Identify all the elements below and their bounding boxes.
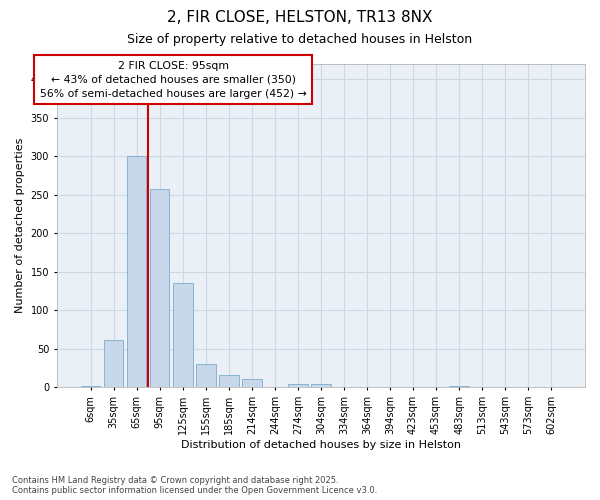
Bar xyxy=(242,379,262,388)
Text: Contains HM Land Registry data © Crown copyright and database right 2025.
Contai: Contains HM Land Registry data © Crown c… xyxy=(12,476,377,495)
Bar xyxy=(104,340,124,388)
Y-axis label: Number of detached properties: Number of detached properties xyxy=(15,138,25,314)
Bar xyxy=(173,284,193,388)
Bar xyxy=(219,375,239,388)
Bar xyxy=(150,190,169,388)
Bar xyxy=(311,384,331,388)
Bar xyxy=(288,384,308,388)
Text: Size of property relative to detached houses in Helston: Size of property relative to detached ho… xyxy=(127,32,473,46)
X-axis label: Distribution of detached houses by size in Helston: Distribution of detached houses by size … xyxy=(181,440,461,450)
Text: 2 FIR CLOSE: 95sqm
← 43% of detached houses are smaller (350)
56% of semi-detach: 2 FIR CLOSE: 95sqm ← 43% of detached hou… xyxy=(40,60,307,98)
Bar xyxy=(196,364,215,388)
Bar xyxy=(127,156,146,388)
Bar xyxy=(449,386,469,388)
Text: 2, FIR CLOSE, HELSTON, TR13 8NX: 2, FIR CLOSE, HELSTON, TR13 8NX xyxy=(167,10,433,25)
Bar xyxy=(81,386,100,388)
